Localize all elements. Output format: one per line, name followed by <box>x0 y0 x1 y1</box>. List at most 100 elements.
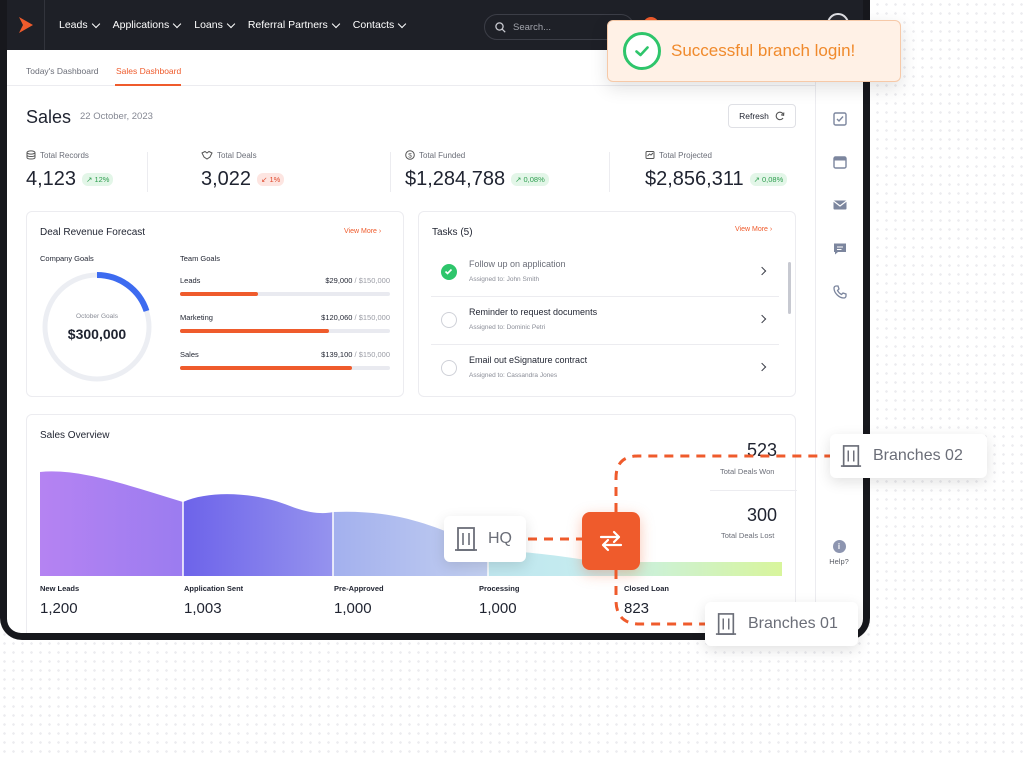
tasks-card <box>418 211 796 397</box>
task-checkbox[interactable] <box>441 360 457 376</box>
goal-target: / $150,000 <box>354 313 390 322</box>
connector-branches-02 <box>614 454 830 512</box>
goal-progress-fill <box>180 292 258 296</box>
task-item[interactable]: Follow up on application Assigned to: Jo… <box>431 249 779 297</box>
stage-label: Closed Loan <box>624 584 670 593</box>
sales-overview-title: Sales Overview <box>40 430 110 441</box>
nav-loans-label: Loans <box>194 19 223 31</box>
deals-lost-label: Total Deals Lost <box>721 531 775 540</box>
check-icon <box>444 268 453 275</box>
stat-value: 4,123 <box>26 168 77 190</box>
tasks-scrollbar[interactable] <box>788 262 791 314</box>
brand-logo[interactable] <box>7 0 45 50</box>
stat-divider <box>147 152 148 192</box>
stat-value: 3,022 <box>201 168 252 190</box>
building-icon <box>840 445 862 467</box>
nav-contacts-label: Contacts <box>352 19 395 31</box>
deals-won-label: Total Deals Won <box>720 467 775 476</box>
check-circle-icon <box>623 32 661 70</box>
active-tab-indicator <box>115 84 181 86</box>
calendar-icon[interactable] <box>832 154 848 170</box>
swap-branch-button[interactable] <box>582 512 640 570</box>
view-more-label: View More <box>735 226 768 233</box>
trend-change: 0,08% <box>523 175 545 184</box>
nav-loans[interactable]: Loans <box>194 19 236 31</box>
hq-badge[interactable]: HQ <box>444 516 526 562</box>
search-box <box>484 14 634 40</box>
hq-label: HQ <box>488 530 512 547</box>
stat-divider <box>609 152 610 192</box>
task-title: Email out eSignature contract <box>469 355 588 365</box>
tab-todays-dashboard[interactable]: Today's Dashboard <box>26 66 99 76</box>
swap-arrows-icon <box>599 530 623 552</box>
task-assignee: Assigned to: Cassandra Jones <box>469 372 558 379</box>
stage-value: 1,000 <box>479 600 517 617</box>
branches-02-badge[interactable]: Branches 02 <box>830 434 987 478</box>
task-title: Reminder to request documents <box>469 307 598 317</box>
stat-total-deals: Total Deals 3,022 ↙ 1% <box>201 150 285 191</box>
stage-value: 1,000 <box>334 600 372 617</box>
stat-value: $2,856,311 <box>645 168 744 190</box>
task-assignee: Assigned to: Dominic Petri <box>469 324 546 331</box>
trend-badge: ↗ 12% <box>82 173 114 186</box>
goal-progress-fill <box>180 366 353 370</box>
tasks-title: Tasks (5) <box>432 227 473 238</box>
goal-progress-fill <box>180 329 330 333</box>
refresh-label: Refresh <box>739 111 769 121</box>
nav-applications[interactable]: Applications <box>113 19 182 31</box>
task-checkbox[interactable] <box>441 264 457 280</box>
task-item[interactable]: Email out eSignature contract Assigned t… <box>431 345 779 393</box>
handshake-icon <box>201 150 213 160</box>
task-checkbox[interactable] <box>441 312 457 328</box>
tasks-view-more-link[interactable]: View More › <box>735 226 773 233</box>
phone-icon[interactable] <box>832 284 848 300</box>
search-input[interactable] <box>513 21 623 33</box>
nav-leads-label: Leads <box>59 19 88 31</box>
nav-contacts[interactable]: Contacts <box>352 19 407 31</box>
checklist-icon[interactable] <box>832 111 848 127</box>
building-icon <box>715 613 737 635</box>
trend-badge: ↗ 0,08% <box>749 173 788 186</box>
trend-change: 0,08% <box>762 175 784 184</box>
deals-divider <box>710 490 797 491</box>
goal-row-marketing: Marketing $120,060 / $150,000 <box>180 313 390 333</box>
tab-sales-dashboard[interactable]: Sales Dashboard <box>116 66 182 76</box>
success-toast: Successful branch login! <box>607 20 901 82</box>
goal-progress-bar <box>180 292 390 296</box>
chat-icon[interactable] <box>832 241 848 257</box>
goal-target: / $150,000 <box>354 276 390 285</box>
deals-won-value: 523 <box>747 440 778 460</box>
company-goals-donut <box>42 272 152 382</box>
stat-total-funded: $ Total Funded $1,284,788 ↗ 0,08% <box>405 150 549 191</box>
goal-name: Marketing <box>180 313 213 322</box>
help-button[interactable]: i Help? <box>815 540 863 566</box>
branches-01-badge[interactable]: Branches 01 <box>705 602 858 646</box>
goal-target: / $150,000 <box>354 350 390 359</box>
team-goals-label: Team Goals <box>180 254 221 263</box>
nav-referral-partners-label: Referral Partners <box>247 19 328 31</box>
refresh-button[interactable]: Refresh <box>728 104 796 128</box>
stage-value: 1,003 <box>184 600 222 617</box>
refresh-icon <box>775 111 785 121</box>
mail-icon[interactable] <box>832 197 848 213</box>
stat-divider <box>390 152 391 192</box>
svg-text:$: $ <box>408 152 412 159</box>
branches-02-label: Branches 02 <box>873 447 963 464</box>
goal-amount: $139,100 <box>321 350 353 359</box>
goal-name: Sales <box>180 350 199 359</box>
sub-nav: Today's Dashboard Sales Dashboard <box>7 50 815 86</box>
toast-message: Successful branch login! <box>671 41 856 60</box>
page-date: 22 October, 2023 <box>80 111 153 122</box>
donut-progress-arc <box>42 272 152 382</box>
stat-label: Total Projected <box>659 150 712 160</box>
trend-change: 1% <box>269 175 281 184</box>
right-rail <box>815 50 863 633</box>
trend-badge: ↙ 1% <box>257 173 285 186</box>
nav-leads[interactable]: Leads <box>59 19 100 31</box>
building-icon <box>455 527 477 551</box>
forecast-view-more-link[interactable]: View More › <box>344 228 382 235</box>
nav-referral-partners[interactable]: Referral Partners <box>247 19 341 31</box>
trend-badge: ↗ 0,08% <box>511 173 549 186</box>
forecast-title: Deal Revenue Forecast <box>40 227 146 238</box>
task-item[interactable]: Reminder to request documents Assigned t… <box>431 297 779 345</box>
